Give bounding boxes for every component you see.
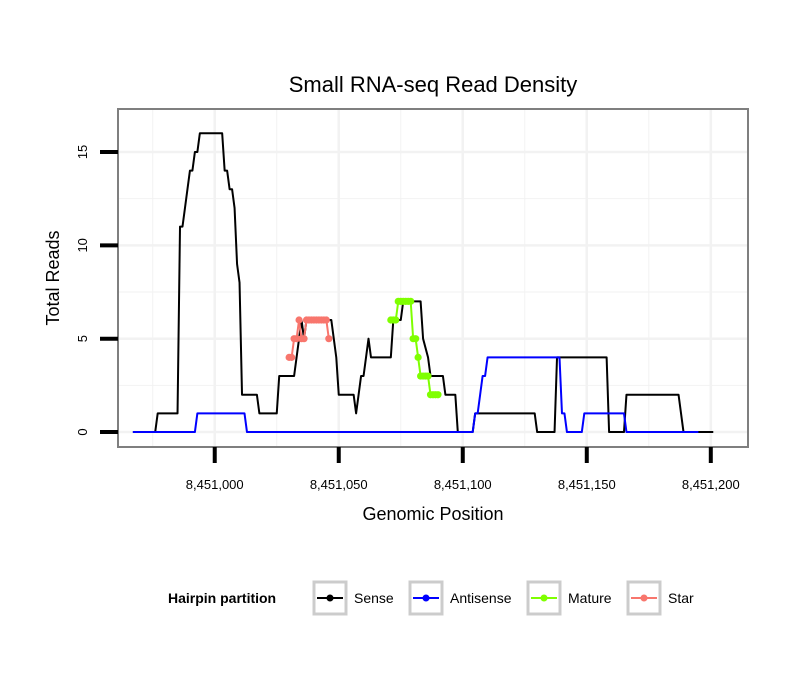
series-sense-line <box>132 132 714 434</box>
series-antisense-line <box>132 356 699 434</box>
legend: Hairpin partition Sense Antisense Mature St… <box>168 580 694 616</box>
legend-key-point <box>540 594 548 602</box>
x-tick-label: 8,451,200 <box>682 477 740 492</box>
series-star-point <box>288 353 296 361</box>
y-tick-label: 10 <box>75 238 90 252</box>
y-axis-title: Total Reads <box>43 230 63 325</box>
x-axis-title: Genomic Position <box>362 504 503 524</box>
series-star-point <box>322 316 330 324</box>
chart-title: Small RNA-seq Read Density <box>289 72 578 97</box>
x-tick-label: 8,451,150 <box>558 477 616 492</box>
legend-label-sense: Sense <box>354 590 394 606</box>
y-tick-label: 0 <box>75 428 90 435</box>
series-star-point <box>325 335 333 343</box>
x-tick-label: 8,451,100 <box>434 477 492 492</box>
x-tick-label: 8,451,000 <box>186 477 244 492</box>
legend-title: Hairpin partition <box>168 590 276 606</box>
series-star-point <box>295 316 303 324</box>
series-mature-point <box>412 335 420 343</box>
series-mature-point <box>424 372 432 380</box>
series-mature-point <box>434 391 442 399</box>
y-tick-label: 5 <box>75 335 90 342</box>
series-star-point <box>292 335 301 343</box>
plot-border <box>117 108 749 448</box>
legend-key-point <box>640 594 648 602</box>
legend-key-point <box>422 594 430 602</box>
series-mature-point <box>407 297 415 305</box>
series-star-point <box>300 335 308 343</box>
series-mature-point <box>392 316 400 324</box>
plot-area: 8,451,000 8,451,050 8,451,100 8,451,150 8,45… <box>75 108 749 492</box>
legend-label-antisense: Antisense <box>450 590 512 606</box>
series-mature-line <box>390 300 438 396</box>
legend-key-point <box>326 594 334 602</box>
y-tick-label: 15 <box>75 145 90 159</box>
legend-label-star: Star <box>668 590 694 606</box>
legend-label-mature: Mature <box>568 590 612 606</box>
x-tick-label: 8,451,050 <box>310 477 368 492</box>
series-mature-point <box>414 353 422 361</box>
